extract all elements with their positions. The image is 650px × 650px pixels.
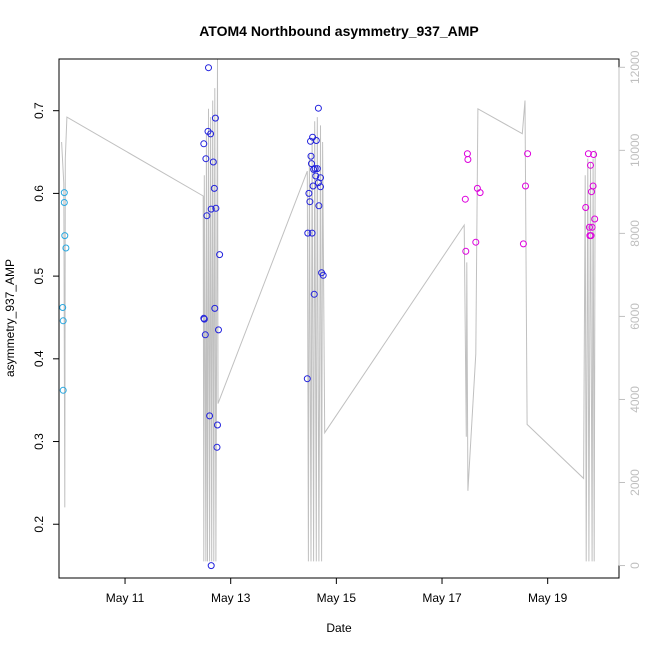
data-point xyxy=(582,204,590,211)
data-point xyxy=(472,238,480,246)
data-point xyxy=(215,326,222,334)
data-point xyxy=(59,317,67,325)
data-point xyxy=(461,195,469,203)
data-point xyxy=(309,182,317,190)
data-point xyxy=(303,375,311,383)
data-point xyxy=(462,247,470,255)
data-point xyxy=(591,215,599,223)
data-point xyxy=(585,223,593,231)
data-point xyxy=(207,562,215,570)
data-point xyxy=(59,386,67,394)
secondary-series-line xyxy=(61,58,596,562)
y-tick-label: 0.6 xyxy=(32,185,46,202)
data-point xyxy=(590,151,598,158)
data-point xyxy=(207,205,215,213)
y-tick-label: 0.3 xyxy=(32,433,46,450)
data-point xyxy=(588,223,596,231)
data-point xyxy=(584,150,592,158)
data-point xyxy=(587,161,594,169)
data-point xyxy=(211,304,219,312)
data-point xyxy=(62,244,70,252)
data-point xyxy=(522,182,529,190)
data-point xyxy=(589,182,597,190)
plot-frame xyxy=(58,58,620,579)
data-point xyxy=(304,229,312,237)
data-point xyxy=(312,172,320,180)
secondary-line-layer xyxy=(61,58,596,562)
data-point xyxy=(315,202,323,210)
data-point xyxy=(207,130,215,138)
y2-tick-label: 8000 xyxy=(628,220,642,247)
data-point xyxy=(60,199,68,206)
data-point xyxy=(203,212,211,220)
y2-axis-right: 0 2000 4000 6000 8000 10000 12000 xyxy=(618,50,642,569)
data-point xyxy=(213,443,221,451)
data-point xyxy=(476,189,484,197)
data-point xyxy=(200,140,208,148)
x-axis-label: Date xyxy=(326,621,352,635)
data-point xyxy=(211,114,219,122)
x-tick-label: May 11 xyxy=(106,591,145,605)
data-point xyxy=(60,189,68,197)
y-axis: 0.2 0.3 0.4 0.5 0.6 0.7 xyxy=(32,102,60,533)
data-point xyxy=(314,104,322,112)
data-point xyxy=(210,184,218,192)
y2-tick-label: 2000 xyxy=(628,469,642,496)
y2-tick-label: 0 xyxy=(628,562,642,569)
data-point xyxy=(311,165,319,173)
y2-tick-label: 4000 xyxy=(628,386,642,413)
y-axis-label: asymmetry_937_AMP xyxy=(3,259,17,377)
x-tick-label: May 19 xyxy=(528,591,568,605)
data-point xyxy=(310,290,318,298)
data-point xyxy=(61,232,69,240)
y-tick-label: 0.4 xyxy=(32,350,46,367)
chart-title: ATOM4 Northbound asymmetry_937_AMP xyxy=(199,23,479,39)
data-point xyxy=(59,304,67,311)
x-tick-label: May 15 xyxy=(317,591,357,605)
y2-tick-label: 6000 xyxy=(628,303,642,330)
data-point xyxy=(524,150,532,158)
y-tick-label: 0.7 xyxy=(32,102,46,119)
data-point xyxy=(205,64,212,72)
y2-tick-label: 10000 xyxy=(628,133,642,167)
data-point xyxy=(216,251,224,259)
data-point xyxy=(212,204,220,212)
data-point xyxy=(312,137,320,144)
data-point xyxy=(519,240,527,248)
data-point xyxy=(587,232,595,240)
data-point xyxy=(463,150,471,158)
data-point xyxy=(307,152,315,160)
y-tick-label: 0.5 xyxy=(32,267,46,284)
data-point xyxy=(319,271,327,279)
x-axis: May 11 May 13 May 15 May 17 May 19 xyxy=(106,577,568,605)
y-tick-label: 0.2 xyxy=(32,516,46,533)
data-point xyxy=(305,189,313,197)
data-point xyxy=(464,156,472,163)
data-point xyxy=(202,155,210,163)
points-layer xyxy=(59,64,599,570)
data-point xyxy=(308,229,316,237)
data-point xyxy=(200,315,208,323)
data-point xyxy=(214,421,221,429)
data-point xyxy=(306,198,314,206)
data-point xyxy=(201,331,209,339)
data-point xyxy=(317,183,324,191)
data-point xyxy=(209,158,217,166)
data-point xyxy=(313,165,321,173)
data-point xyxy=(206,412,214,420)
x-tick-label: May 13 xyxy=(211,591,251,605)
y2-tick-label: 12000 xyxy=(628,50,642,84)
x-tick-label: May 17 xyxy=(422,591,462,605)
data-point xyxy=(317,174,324,182)
